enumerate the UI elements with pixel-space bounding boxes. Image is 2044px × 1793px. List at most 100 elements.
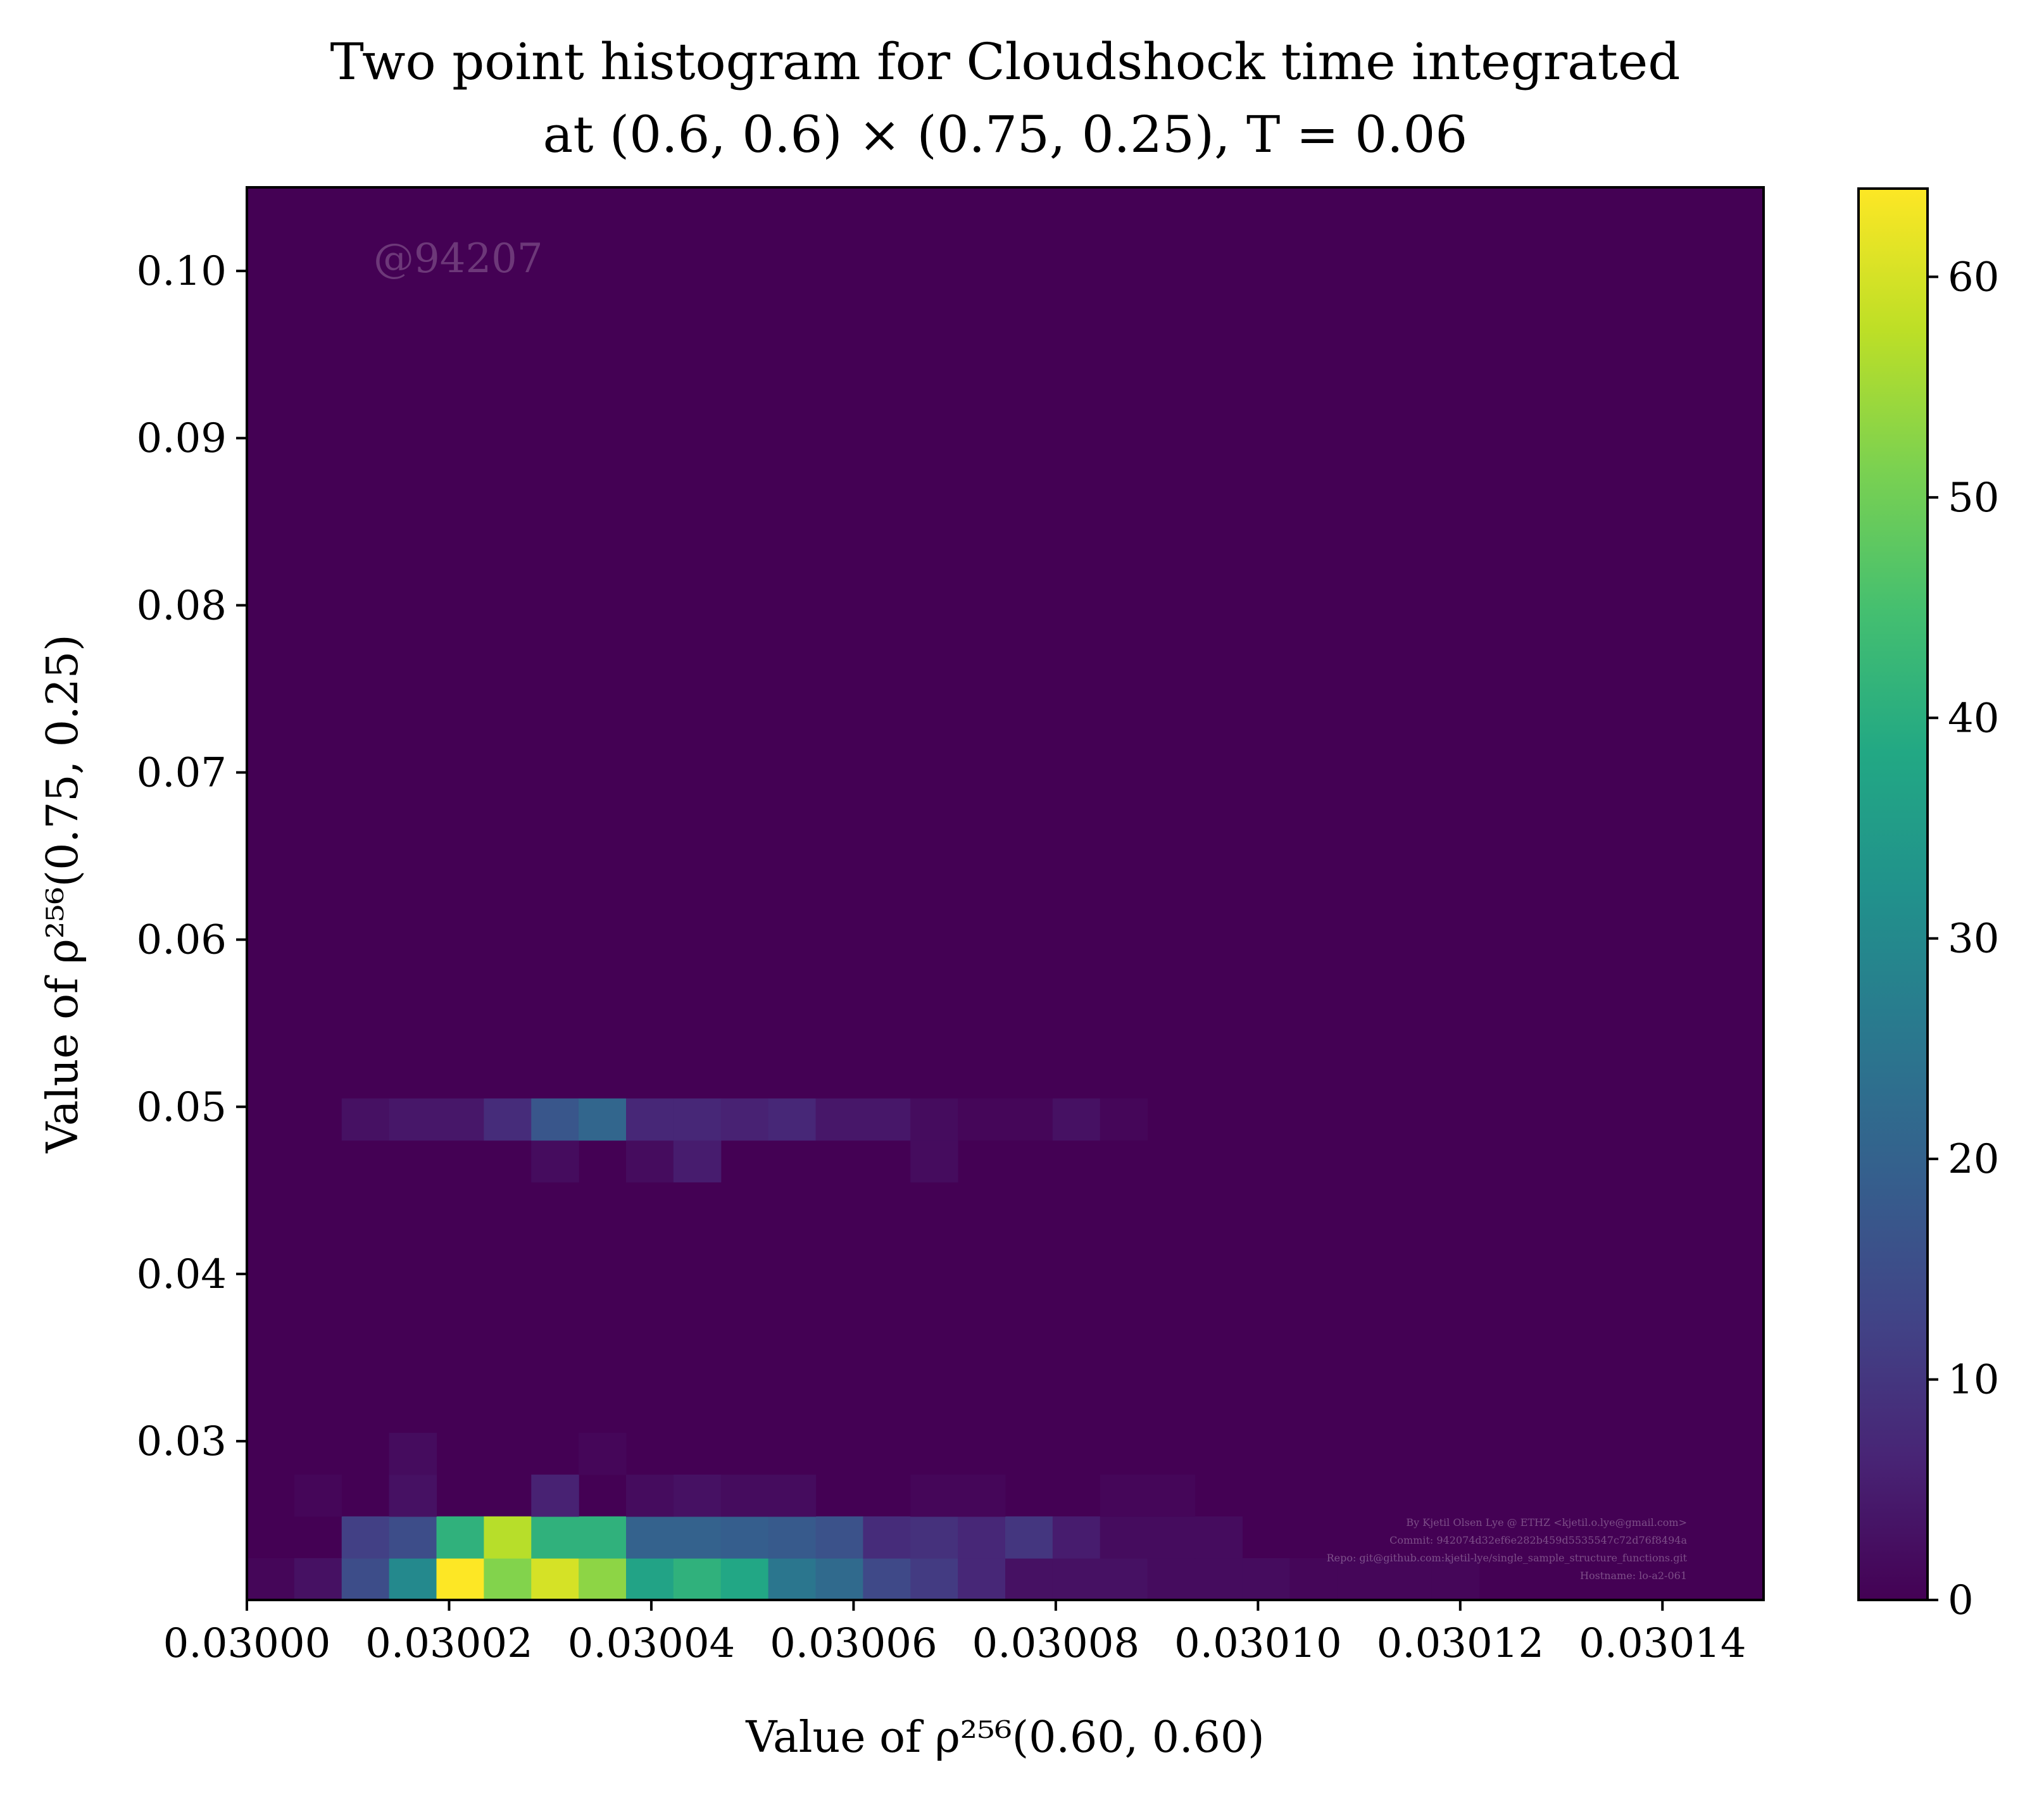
chart-title-line1: Two point histogram for Cloudshock time …: [330, 32, 1681, 91]
watermark-text: @94207: [373, 235, 543, 282]
heatmap-cell: [531, 1098, 579, 1141]
heatmap-cell: [1289, 1558, 1338, 1600]
plot-frame: [246, 186, 1765, 1601]
heatmap-cell: [958, 1558, 1006, 1600]
chart-title-line2: at (0.6, 0.6) × (0.75, 0.25), T = 0.06: [543, 105, 1468, 164]
heatmap-cell: [389, 1474, 437, 1517]
credit-line: By Kjetil Olsen Lye @ ETHZ <kjetil.o.lye…: [1406, 1516, 1687, 1528]
heatmap-cell: [389, 1558, 437, 1600]
colorbar-tick-label: 60: [1948, 254, 1999, 301]
heatmap-cell: [294, 1474, 342, 1517]
heatmap-cell: [910, 1516, 958, 1559]
y-tick-label: 0.08: [137, 582, 227, 629]
heatmap-cell: [958, 1098, 1006, 1141]
heatmap-cell: [673, 1558, 722, 1600]
heatmap-cell: [579, 1432, 627, 1475]
heatmap-cell: [389, 1098, 437, 1141]
heatmap-cell: [579, 1098, 627, 1141]
heatmap-cell: [341, 1516, 390, 1559]
credit-line: Hostname: lo-a2-061: [1580, 1570, 1687, 1582]
x-axis-label: Value of ρ²⁵⁶(0.60, 0.60): [745, 1713, 1264, 1763]
heatmap-cell: [863, 1098, 911, 1141]
y-tick-label: 0.06: [137, 917, 227, 964]
heatmap-cell: [1384, 1558, 1433, 1600]
heatmap-cell: [626, 1098, 674, 1141]
credit-line: Repo: git@github.com:kjetil-lye/single_s…: [1327, 1552, 1688, 1564]
heatmap-cell: [1147, 1558, 1196, 1600]
heatmap-cell: [1100, 1516, 1148, 1559]
heatmap-cell: [768, 1098, 817, 1141]
colorbar: [1857, 187, 1929, 1601]
x-tick-label: 0.03008: [972, 1620, 1140, 1667]
heatmap-cell: [910, 1140, 958, 1183]
heatmap-cell: [484, 1516, 532, 1559]
heatmap-cell: [673, 1098, 722, 1141]
heatmap-cell: [768, 1474, 817, 1517]
heatmap-cell: [1052, 1098, 1101, 1141]
colorbar-tick-label: 30: [1948, 916, 1999, 963]
heatmap-cell: [720, 1516, 769, 1559]
credit-line: Commit: 942074d32ef6e282b459d5535547c72d…: [1389, 1534, 1687, 1546]
x-tick-label: 0.03014: [1579, 1620, 1746, 1667]
heatmap-cell: [531, 1474, 579, 1517]
heatmap-cell: [910, 1558, 958, 1600]
heatmap-cell: [484, 1098, 532, 1141]
y-axis-label: Value of ρ²⁵⁶(0.75, 0.25): [38, 634, 88, 1153]
heatmap-cell: [673, 1140, 722, 1183]
colorbar-tick-label: 40: [1948, 695, 1999, 742]
heatmap-cell: [389, 1516, 437, 1559]
x-tick-label: 0.03000: [163, 1620, 331, 1667]
heatmap-cell: [720, 1558, 769, 1600]
heatmap-cell: [720, 1098, 769, 1141]
heatmap-cell: [958, 1474, 1006, 1517]
heatmap-cell: [436, 1098, 484, 1141]
heatmap-cell: [531, 1140, 579, 1183]
y-tick-label: 0.09: [137, 415, 227, 462]
heatmap-cell: [626, 1516, 674, 1559]
heatmap-cell: [531, 1516, 579, 1559]
colorbar-tick-label: 20: [1948, 1136, 1999, 1183]
heatmap-cell: [1100, 1474, 1148, 1517]
y-axis-ticks: 0.03 0.04 0.05 0.06 0.07 0.08 0.09 0.10: [137, 248, 247, 1465]
heatmap-cell: [1147, 1474, 1196, 1517]
x-tick-label: 0.03010: [1174, 1620, 1342, 1667]
heatmap-cell: [531, 1558, 579, 1600]
heatmap-cell: [1005, 1558, 1053, 1600]
x-tick-label: 0.03002: [365, 1620, 533, 1667]
heatmap-cell: [626, 1140, 674, 1183]
heatmap-cell: [1242, 1558, 1290, 1600]
heatmap-cell: [341, 1098, 390, 1141]
y-tick-label: 0.04: [137, 1251, 227, 1298]
x-tick-label: 0.03012: [1376, 1620, 1544, 1667]
heatmap-cell: [1052, 1558, 1101, 1600]
heatmap-cell: [910, 1098, 958, 1141]
heatmap-cell: [1100, 1558, 1148, 1600]
heatmap-cell: [579, 1558, 627, 1600]
y-tick-label: 0.05: [137, 1084, 227, 1131]
colorbar-tick-label: 0: [1948, 1577, 1974, 1624]
heatmap-cell: [1194, 1516, 1243, 1559]
heatmap-cell: [768, 1558, 817, 1600]
y-tick-label: 0.10: [137, 248, 227, 295]
y-tick-label: 0.03: [137, 1418, 227, 1465]
heatmap-cell: [720, 1474, 769, 1517]
heatmap-cell: [294, 1558, 342, 1600]
x-tick-label: 0.03004: [568, 1620, 736, 1667]
heatmap-cell: [341, 1558, 390, 1600]
plot-background: [247, 187, 1764, 1600]
heatmap-cell: [1005, 1516, 1053, 1559]
heatmap-cell: [815, 1098, 863, 1141]
heatmap-cell: [1005, 1098, 1053, 1141]
heatmap-cell: [247, 1558, 295, 1600]
colorbar-tick-label: 10: [1948, 1357, 1999, 1404]
heatmap-cell: [1337, 1558, 1385, 1600]
heatmap-cell: [958, 1516, 1006, 1559]
heatmap-cell: [863, 1558, 911, 1600]
x-axis-ticks: 0.03000 0.03002 0.03004 0.03006 0.03008 0.030…: [163, 1600, 1746, 1667]
heatmap-cell: [863, 1516, 911, 1559]
colorbar-ticks: 0 10 20 30 40 50 60: [1928, 254, 1999, 1624]
heatmap-cell: [1194, 1558, 1243, 1600]
heatmap-cell: [910, 1474, 958, 1517]
heatmap-cell: [579, 1516, 627, 1559]
heatmap-cell: [436, 1516, 484, 1559]
